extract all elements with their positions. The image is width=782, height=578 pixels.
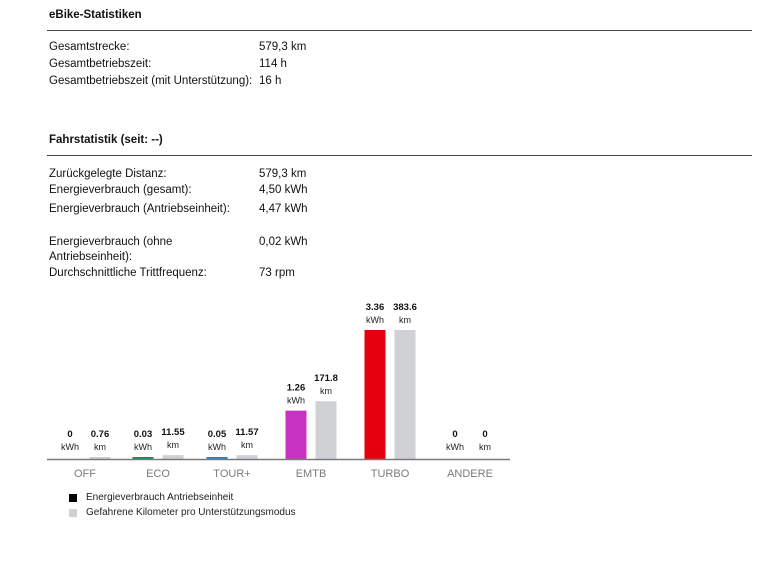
category-label: TOUR+ [213, 468, 250, 480]
km-value-label: 0.76 [91, 429, 110, 440]
km-bar [236, 455, 258, 459]
km-unit-label: km [94, 442, 106, 452]
stats-value: 114 h [259, 58, 287, 70]
category-label: ANDERE [447, 468, 493, 480]
km-unit-label: km [399, 315, 411, 325]
energy-bar [206, 457, 228, 459]
ride-value: 4,47 kWh [259, 203, 308, 215]
km-value-label: 0 [482, 429, 487, 440]
km-value-label: 383.6 [393, 302, 417, 313]
stats-label: Gesamtbetriebszeit (mit Unterstützung): [49, 75, 253, 87]
energy-unit-label: kWh [208, 442, 226, 452]
stats-value: 16 h [259, 75, 282, 87]
energy-value-label: 0 [452, 429, 457, 440]
ride-label: Energieverbrauch (ohne Antriebseinheit): [49, 236, 173, 263]
km-bar [475, 457, 496, 459]
km-unit-label: km [479, 442, 491, 452]
km-unit-label: km [320, 386, 332, 396]
km-bar [162, 455, 184, 459]
km-value-label: 11.57 [235, 427, 258, 438]
energy-bar [445, 457, 466, 459]
energy-unit-label: kWh [446, 442, 464, 452]
km-value-label: 171.8 [314, 373, 338, 384]
category-label: TURBO [371, 468, 410, 480]
legend-label-km: Gefahrene Kilometer pro Unterstützungsmo… [86, 507, 296, 518]
km-value-label: 11.55 [161, 427, 185, 438]
ride-label: Energieverbrauch (Antriebseinheit): [49, 203, 230, 215]
energy-value-label: 0.05 [208, 429, 227, 440]
stats-value: 579,3 km [259, 41, 307, 53]
energy-value-label: 3.36 [366, 302, 385, 313]
stats-divider [47, 30, 752, 31]
energy-bar [285, 410, 307, 459]
category-label: OFF [74, 468, 96, 480]
ride-label: Zurückgelegte Distanz: [49, 168, 167, 180]
energy-unit-label: kWh [366, 315, 384, 325]
stats-label: Gesamtbetriebszeit: [49, 58, 152, 70]
energy-bar [132, 457, 154, 459]
ride-divider [47, 155, 752, 156]
km-bar [394, 330, 416, 459]
energy-value-label: 1.26 [287, 383, 306, 394]
km-bar [89, 457, 111, 459]
energy-unit-label: kWh [287, 396, 305, 406]
energy-unit-label: kWh [134, 442, 152, 452]
km-unit-label: km [241, 440, 253, 450]
energy-unit-label: kWh [61, 442, 79, 452]
energy-bar [364, 330, 386, 459]
legend-swatch-energy [69, 494, 77, 502]
category-label: EMTB [296, 468, 327, 480]
ride-value: 579,3 km [259, 168, 307, 180]
stats-label: Gesamtstrecke: [49, 41, 130, 53]
ride-title: Fahrstatistik (seit: --) [49, 134, 163, 146]
km-unit-label: km [167, 440, 179, 450]
energy-value-label: 0 [67, 429, 72, 440]
km-bar [315, 401, 337, 459]
ride-value: 4,50 kWh [259, 184, 308, 196]
ride-value: 0,02 kWh [259, 236, 308, 248]
ride-label: Energieverbrauch (gesamt): [49, 184, 192, 196]
ride-label: Durchschnittliche Trittfrequenz: [49, 267, 207, 279]
category-label: ECO [146, 468, 170, 480]
energy-bar [60, 457, 81, 459]
energy-value-label: 0.03 [134, 429, 153, 440]
stats-title: eBike-Statistiken [49, 9, 142, 21]
legend-label-energy: Energieverbrauch Antriebseinheit [86, 492, 234, 503]
legend-swatch-km [69, 509, 77, 517]
ride-value: 73 rpm [259, 267, 295, 279]
